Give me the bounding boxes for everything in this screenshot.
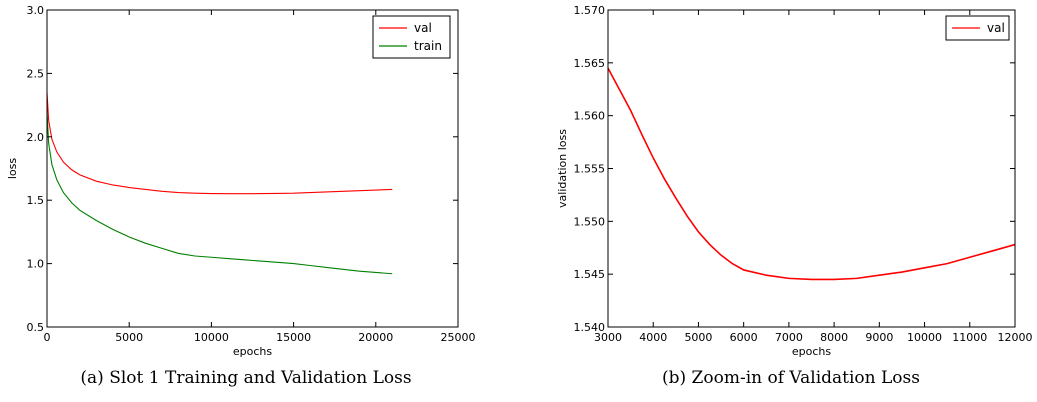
right-y-axis-label: validation loss [556, 129, 569, 208]
left-chart: 0 5000 10000 15000 20000 25000 0.5 1.0 1.5 2.0 2.5… [6, 4, 476, 358]
left-y-tick-label: 1.0 [27, 258, 45, 271]
right-series-val-line [607, 67, 1016, 281]
right-x-tick-label: 8000 [820, 331, 848, 344]
left-legend-box [372, 15, 451, 59]
right-x-tick-label: 4000 [639, 331, 667, 344]
left-y-tick-label: 2.5 [27, 67, 45, 80]
left-legend: val train [372, 15, 451, 59]
left-x-tick-label: 0 [44, 331, 51, 344]
left-x-tick-label: 20000 [358, 331, 393, 344]
right-legend: val [945, 15, 1010, 41]
left-x-tick-label: 15000 [276, 331, 311, 344]
caption-right: (b) Zoom-in of Validation Loss [662, 368, 920, 388]
left-legend-label-val: val [414, 21, 432, 35]
right-y-tick-label: 1.570 [574, 4, 606, 17]
right-x-tick-label: 5000 [684, 331, 712, 344]
left-y-axis-label: loss [6, 158, 19, 180]
left-y-tick-label: 3.0 [27, 4, 45, 17]
right-y-tick-label: 1.555 [574, 163, 606, 176]
caption-left: (a) Slot 1 Training and Validation Loss [80, 368, 412, 388]
left-x-tick-label: 5000 [115, 331, 143, 344]
right-x-tick-label: 11000 [952, 331, 987, 344]
left-legend-label-train: train [414, 39, 442, 53]
left-x-axis-label: epochs [233, 345, 272, 358]
left-x-tick-label: 10000 [194, 331, 229, 344]
right-x-tick-label: 9000 [865, 331, 893, 344]
left-plot-frame [46, 9, 459, 328]
right-y-tick-label: 1.560 [574, 110, 606, 123]
right-y-tick-label: 1.540 [574, 321, 606, 334]
right-x-tick-label: 10000 [907, 331, 942, 344]
right-x-tick-label: 6000 [730, 331, 758, 344]
left-y-tick-label: 2.0 [27, 131, 45, 144]
left-series-val-line [46, 92, 393, 195]
left-x-tick-label: 25000 [441, 331, 476, 344]
right-y-tick-label: 1.550 [574, 215, 606, 228]
left-y-tick-label: 0.5 [27, 321, 45, 334]
left-y-tick-label: 1.5 [27, 194, 45, 207]
right-x-axis-label: epochs [792, 345, 831, 358]
right-legend-label-val: val [987, 21, 1005, 35]
right-x-tick-label: 12000 [998, 331, 1033, 344]
left-series-train-line [46, 111, 393, 275]
right-x-tick-label: 7000 [775, 331, 803, 344]
right-chart: 3000 4000 5000 6000 7000 8000 9000 10000 11000 12… [556, 4, 1033, 358]
right-y-tick-label: 1.545 [574, 268, 606, 281]
right-y-tick-label: 1.565 [574, 57, 606, 70]
right-x-tick-label: 3000 [594, 331, 622, 344]
